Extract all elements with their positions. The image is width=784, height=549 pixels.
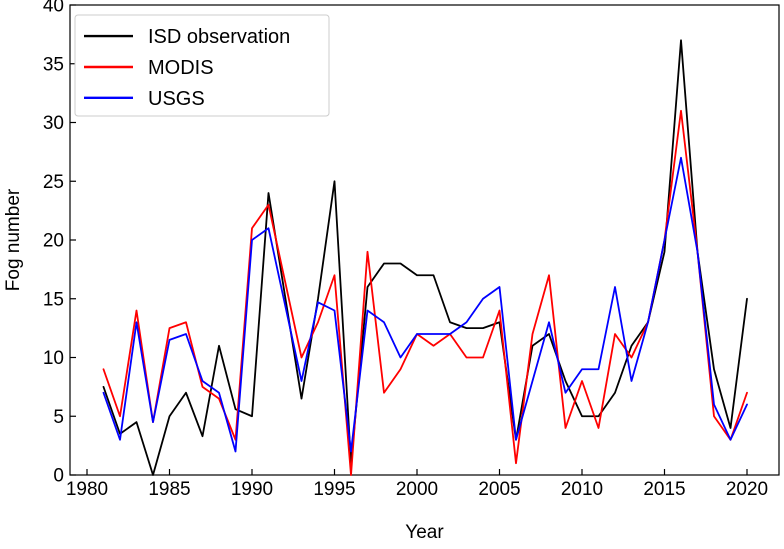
svg-text:Year: Year [405,522,444,543]
svg-text:ISD observation: ISD observation [148,26,290,48]
svg-text:40: 40 [43,0,64,17]
svg-text:1980: 1980 [66,479,108,500]
svg-text:30: 30 [43,113,64,134]
svg-text:2010: 2010 [561,479,603,500]
svg-text:15: 15 [43,289,64,310]
svg-text:0: 0 [53,466,64,487]
svg-text:2015: 2015 [643,479,685,500]
svg-text:20: 20 [43,231,64,252]
svg-text:1985: 1985 [148,479,190,500]
svg-text:2020: 2020 [726,479,768,500]
svg-text:10: 10 [43,348,64,369]
svg-text:5: 5 [53,407,64,428]
svg-text:1995: 1995 [313,479,355,500]
svg-text:Fog number: Fog number [3,188,24,291]
svg-text:2005: 2005 [478,479,520,500]
svg-text:35: 35 [43,54,64,75]
svg-text:2000: 2000 [396,479,438,500]
svg-text:1990: 1990 [231,479,273,500]
svg-text:MODIS: MODIS [148,57,214,79]
svg-text:USGS: USGS [148,88,205,110]
svg-text:25: 25 [43,172,64,193]
